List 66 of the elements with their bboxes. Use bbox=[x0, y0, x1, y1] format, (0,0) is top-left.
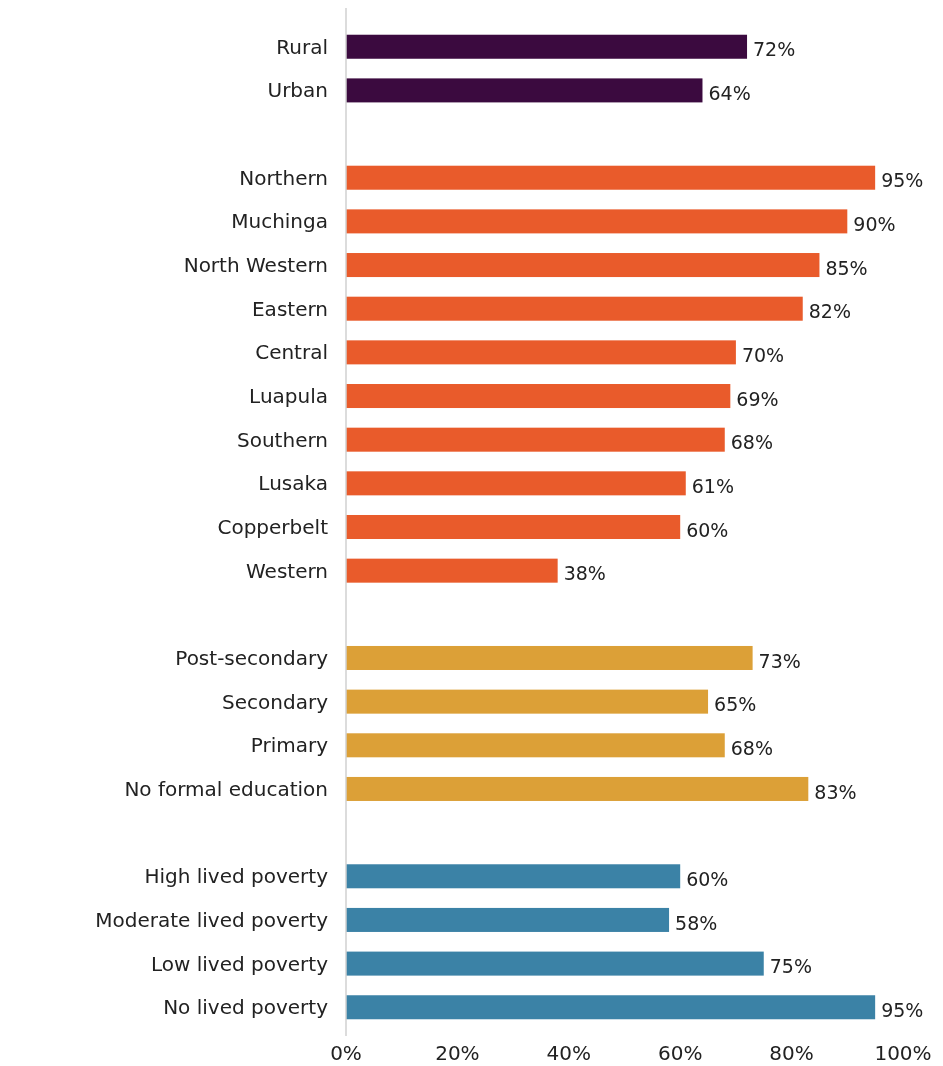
data-label: 64% bbox=[708, 82, 751, 105]
data-label: 60% bbox=[686, 867, 729, 890]
data-label: 85% bbox=[825, 256, 868, 279]
y-tick-label: No lived poverty bbox=[163, 995, 329, 1020]
y-tick-label: North Western bbox=[183, 253, 328, 278]
x-tick-label: 20% bbox=[435, 1041, 480, 1065]
bar bbox=[346, 253, 820, 278]
bar bbox=[346, 296, 803, 321]
bar bbox=[346, 864, 681, 889]
y-tick-label: Low lived poverty bbox=[150, 951, 329, 976]
y-tick-label: Eastern bbox=[251, 296, 328, 321]
y-tick-label: Urban bbox=[267, 78, 328, 103]
y-tick-label: Post-secondary bbox=[175, 645, 329, 670]
data-label: 82% bbox=[808, 300, 851, 323]
x-tick-label: 100% bbox=[874, 1041, 932, 1065]
data-label: 83% bbox=[814, 780, 857, 803]
x-tick-label: 60% bbox=[657, 1041, 703, 1065]
bar bbox=[346, 558, 558, 583]
y-tick-label: Secondary bbox=[222, 689, 329, 714]
data-label: 60% bbox=[686, 518, 729, 541]
y-tick-label: Luapula bbox=[249, 384, 328, 409]
data-label: 73% bbox=[758, 649, 801, 672]
y-tick-label: Muchinga bbox=[231, 209, 328, 234]
y-tick-label: Primary bbox=[250, 733, 329, 758]
data-label: 69% bbox=[736, 387, 779, 410]
bar bbox=[346, 514, 681, 540]
bar bbox=[346, 645, 753, 670]
y-tick-label: No formal education bbox=[124, 776, 328, 801]
bar bbox=[346, 384, 731, 409]
data-label: 65% bbox=[714, 693, 757, 716]
data-label: 38% bbox=[563, 562, 606, 585]
y-tick-label: Northern bbox=[239, 165, 328, 190]
data-label: 72% bbox=[753, 38, 796, 61]
x-tick-label: 0% bbox=[330, 1041, 362, 1065]
bar bbox=[346, 471, 686, 496]
data-label: 68% bbox=[730, 736, 773, 759]
bar bbox=[346, 165, 876, 190]
x-tick-label: 80% bbox=[769, 1041, 814, 1065]
bar bbox=[346, 689, 709, 714]
bar bbox=[346, 733, 725, 758]
y-tick-label: High lived poverty bbox=[144, 864, 329, 889]
bar bbox=[346, 907, 670, 932]
data-label: 61% bbox=[691, 474, 734, 497]
data-label: 95% bbox=[881, 998, 924, 1021]
data-label: 58% bbox=[675, 911, 718, 934]
bar bbox=[346, 995, 876, 1020]
bar bbox=[346, 209, 848, 234]
y-tick-label: Copperbelt bbox=[217, 515, 329, 539]
bar bbox=[346, 951, 764, 976]
bar bbox=[346, 340, 736, 365]
data-label: 75% bbox=[769, 955, 812, 978]
y-tick-label: Moderate lived poverty bbox=[95, 907, 329, 932]
data-label: 70% bbox=[741, 344, 785, 367]
data-label: 95% bbox=[881, 169, 924, 192]
y-tick-label: Lusaka bbox=[258, 471, 328, 496]
y-tick-label: Central bbox=[255, 340, 328, 365]
bar bbox=[346, 34, 748, 59]
data-label: 68% bbox=[730, 431, 773, 454]
data-label: 90% bbox=[853, 213, 896, 236]
y-tick-label: Southern bbox=[237, 427, 328, 452]
bar bbox=[346, 427, 725, 452]
x-tick-label: 40% bbox=[546, 1041, 592, 1065]
y-tick-label: Western bbox=[245, 558, 328, 583]
bar bbox=[346, 78, 703, 103]
y-tick-label: Rural bbox=[276, 34, 328, 59]
bar bbox=[346, 776, 809, 801]
